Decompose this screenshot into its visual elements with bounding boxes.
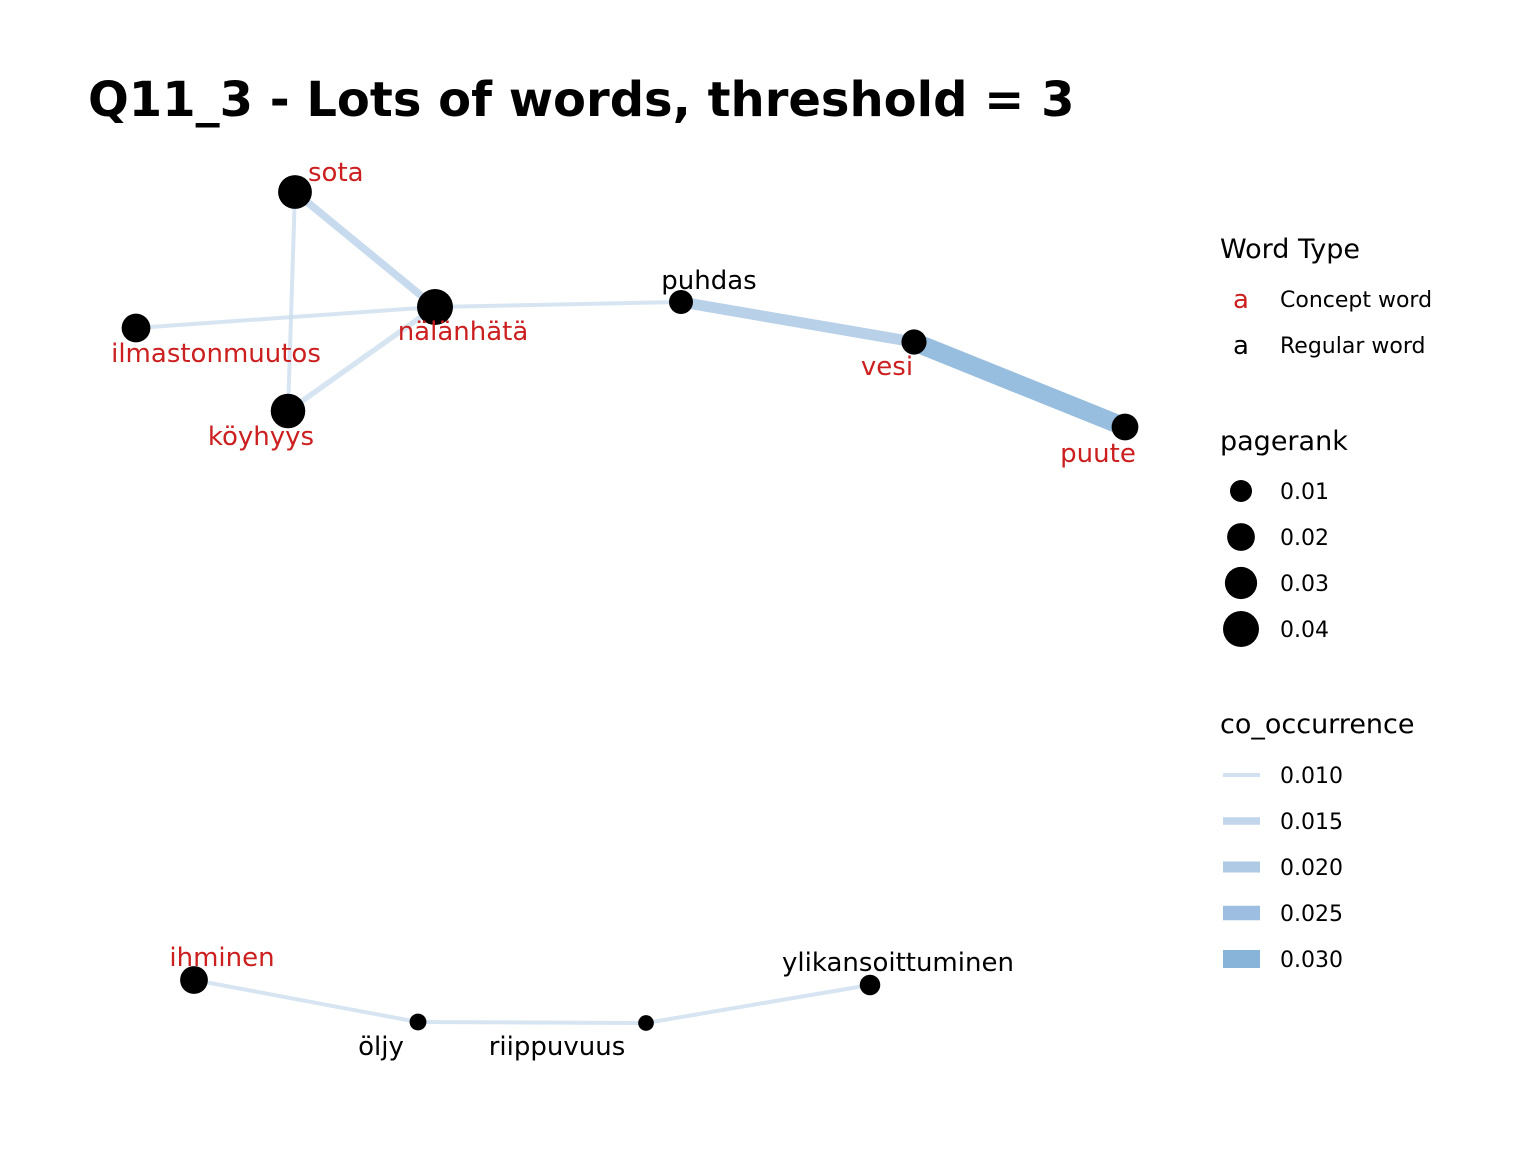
edge-ihminen-oljy	[193, 978, 419, 1024]
node-label-oljy: öljy	[358, 1032, 404, 1062]
node-vesi	[901, 329, 927, 355]
edge-riippuvuus-ylikansoittuminen	[645, 983, 871, 1025]
nodes-layer	[121, 175, 1139, 1031]
legend-co-occurrence-label-2: 0.020	[1280, 856, 1343, 881]
legend-pagerank-label-3: 0.04	[1280, 618, 1329, 643]
node-label-puute: puute	[1060, 439, 1136, 469]
legend-pagerank-label-0: 0.01	[1280, 480, 1329, 505]
legend-word-type-title: Word Type	[1220, 234, 1360, 265]
node-oljy	[409, 1013, 427, 1031]
legend-pagerank-circle-1	[1227, 523, 1255, 551]
node-label-vesi: vesi	[861, 352, 913, 382]
legend-co-occurrence-label-0: 0.010	[1280, 764, 1343, 789]
node-label-nalanhata: nälänhätä	[398, 317, 529, 347]
legend-word-type-key-regular: a	[1233, 331, 1249, 361]
legend-co-occurrence-label-1: 0.015	[1280, 810, 1343, 835]
legend-word-type: Word Type a Concept word a Regular word	[1220, 234, 1432, 361]
legend-word-type-label-concept: Concept word	[1280, 288, 1432, 313]
node-label-ylikansoittuminen: ylikansoittuminen	[782, 948, 1014, 978]
legend-co-occurrence-label-3: 0.025	[1280, 902, 1343, 927]
node-koyhyys	[270, 393, 306, 429]
edge-nalanhata-puhdas	[434, 300, 682, 309]
plot-title: Q11_3 - Lots of words, threshold = 3	[88, 72, 1074, 128]
legend-co-occurrence: co_occurrence 0.010 0.015 0.020 0.025 0.030	[1220, 709, 1415, 973]
legend-pagerank-circle-0	[1230, 480, 1252, 502]
node-riippuvuus	[638, 1015, 654, 1031]
node-ilmastonmuutos	[121, 313, 151, 343]
legend-word-type-key-concept: a	[1233, 285, 1249, 315]
edge-sota-koyhyys	[286, 191, 297, 412]
legend-pagerank-title: pagerank	[1220, 426, 1348, 457]
node-puhdas	[669, 290, 693, 314]
legend-word-type-label-regular: Regular word	[1280, 334, 1425, 359]
edge-ilmastonmuutos-nalanhata	[135, 305, 436, 330]
edges-layer	[135, 189, 1129, 1025]
legend-pagerank: pagerank 0.01 0.02 0.03 0.04	[1220, 426, 1348, 647]
labels-layer: sota nälänhätä ilmastonmuutos köyhyys puhdas…	[111, 158, 1136, 1062]
node-label-riippuvuus: riippuvuus	[489, 1032, 626, 1062]
edge-koyhyys-nalanhata	[286, 304, 437, 414]
edge-sota-nalanhata	[292, 189, 438, 310]
node-sota	[278, 175, 312, 209]
edge-vesi-puute	[910, 333, 1129, 436]
edge-puhdas-vesi	[680, 296, 915, 348]
node-ihminen	[180, 966, 208, 994]
node-label-sota: sota	[308, 158, 364, 188]
legend-co-occurrence-label-4: 0.030	[1280, 948, 1343, 973]
node-puute	[1111, 413, 1139, 441]
node-ylikansoittuminen	[859, 974, 881, 996]
legend-pagerank-label-2: 0.03	[1280, 572, 1329, 597]
legend-pagerank-circle-2	[1224, 566, 1258, 600]
node-label-puhdas: puhdas	[661, 266, 756, 296]
node-label-ilmastonmuutos: ilmastonmuutos	[111, 339, 321, 369]
node-label-koyhyys: köyhyys	[208, 422, 314, 452]
legend-co-occurrence-title: co_occurrence	[1220, 709, 1415, 740]
legend: Word Type a Concept word a Regular word pag…	[1220, 234, 1432, 973]
node-nalanhata	[417, 289, 453, 325]
edge-oljy-riippuvuus	[417, 1020, 647, 1025]
legend-pagerank-label-1: 0.02	[1280, 526, 1329, 551]
legend-pagerank-circle-3	[1223, 611, 1259, 647]
node-label-ihminen: ihminen	[169, 943, 274, 973]
